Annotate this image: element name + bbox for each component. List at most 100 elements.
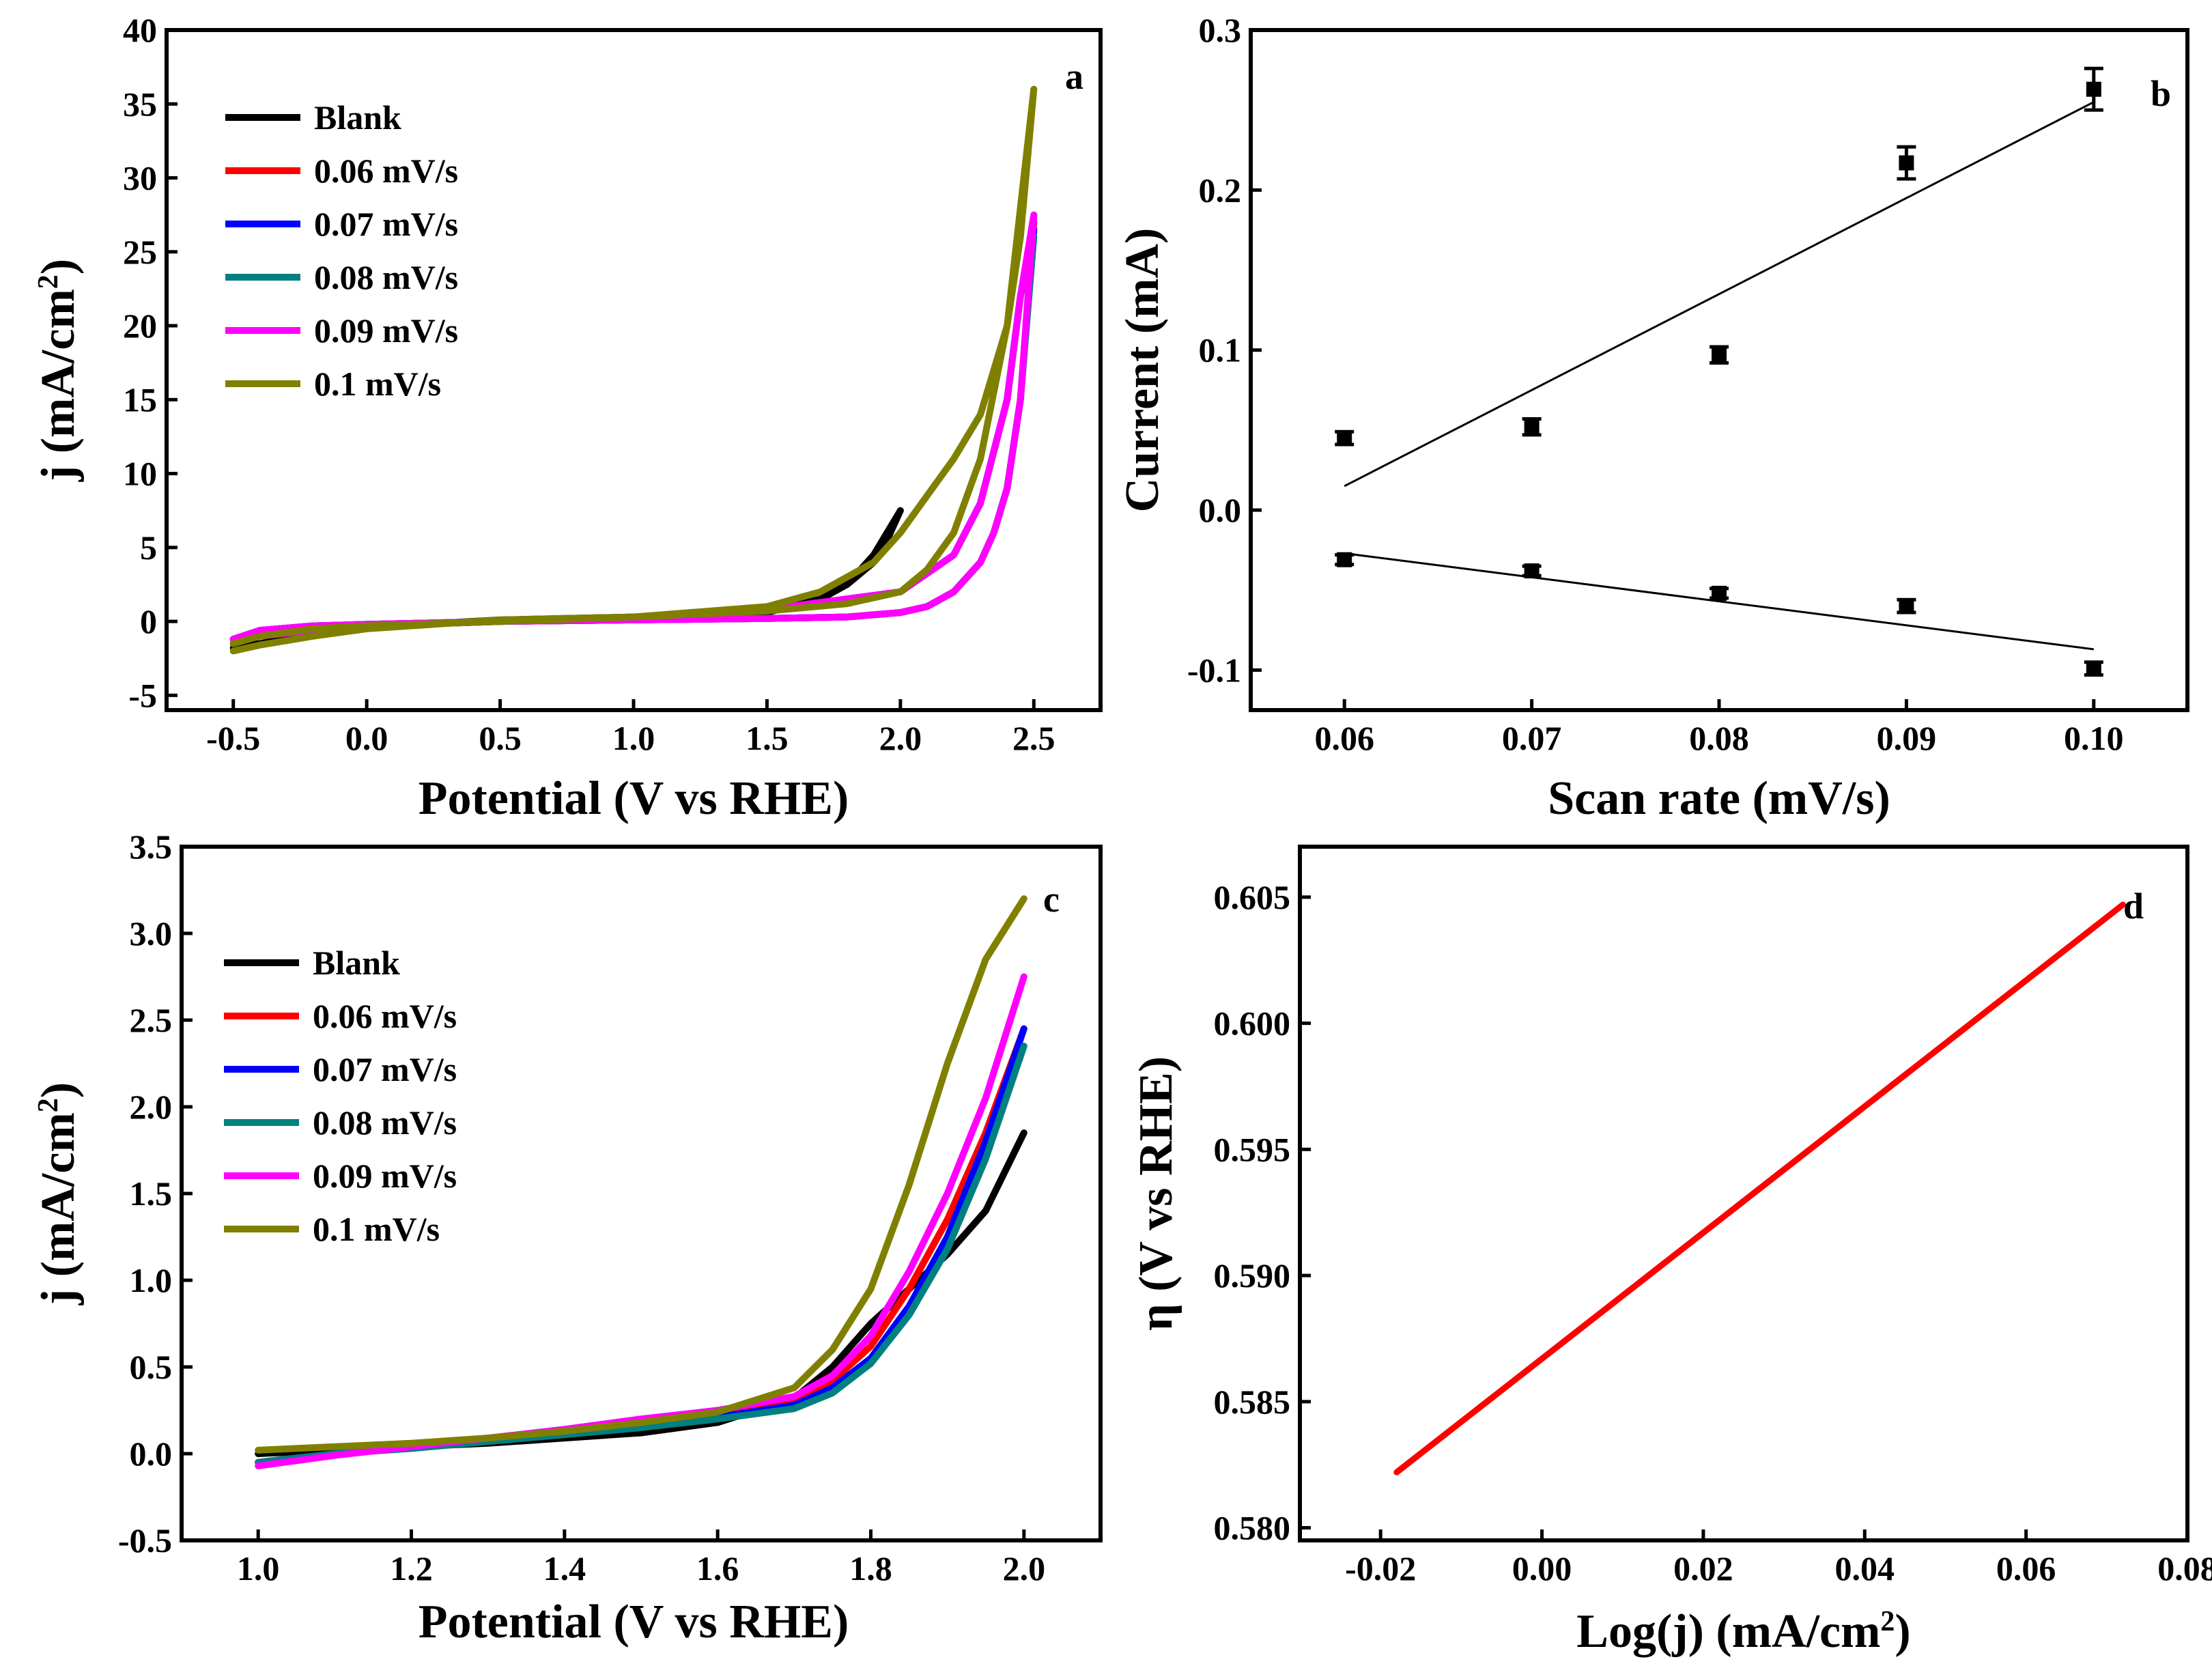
panel-d-x-tick-label: 0.00: [1512, 1549, 1572, 1588]
panel-a-legend-label: 0.1 mV/s: [314, 365, 441, 403]
panel-a-x-tick-label: 1.5: [746, 719, 789, 757]
panel-a-x-tick-label: 2.5: [1012, 719, 1055, 757]
panel-b-y-tick-label: 0.3: [1199, 11, 1242, 49]
panel-b-x-axis-label: Scan rate (mV/s): [1548, 772, 1890, 825]
panel-a-plot-area: -0.5 0.0 0.5 1.0 1.5 2.0 2.5 -5 0 5 10 15 20 25 30 35 40…: [123, 11, 1055, 757]
panel-a-label: a: [1065, 56, 1083, 97]
panel-a-y-tick-label: 35: [123, 85, 157, 123]
panel-b-data-point: [1524, 419, 1540, 435]
panel-b-x-tick-label: 0.06: [1314, 719, 1374, 757]
panel-b-x-tick-label: 0.08: [1689, 719, 1749, 757]
panel-a-frame: [165, 28, 1103, 712]
panel-a-y-axis-label-sup: 2: [33, 274, 64, 289]
panel-a-x-axis-label: Potential (V vs RHE): [419, 772, 849, 825]
panel-d-x-tick-label: 0.06: [1996, 1549, 2056, 1588]
panel-b-data-point: [1899, 598, 1914, 614]
panel-a-x-tick-label: 1.0: [612, 719, 655, 757]
panel-b-x-tick-label: 0.07: [1502, 719, 1562, 757]
panel-c-x-tick-label: 1.0: [237, 1549, 280, 1588]
panel-b-y-tick-label: 0.2: [1199, 171, 1242, 209]
panel-a: -0.5 0.0 0.5 1.0 1.5 2.0 2.5 -5 0 5 10 15 20 25 30 35 40…: [32, 11, 1103, 825]
panel-c-legend-label: 0.09 mV/s: [313, 1157, 457, 1195]
panel-a-legend-label: 0.07 mV/s: [314, 205, 458, 243]
panel-c: 1.0 1.2 1.4 1.6 1.8 2.0 -0.5 0.0 0.5 1.0 1.5 2.0 2.5…: [32, 828, 1103, 1648]
panel-c-x-tick-label: 2.0: [1003, 1549, 1046, 1588]
panel-d: -0.02 0.00 0.02 0.04 0.06 0.08 0.580 0.585 0.590…: [1130, 845, 2212, 1658]
panel-c-x-tick-label: 1.4: [543, 1549, 586, 1588]
panel-c-y-axis-label-close: ): [32, 1082, 85, 1098]
panel-c-y-tick-label: -0.5: [118, 1521, 172, 1560]
panel-a-y-tick-label: 40: [123, 11, 157, 49]
panel-a-y-tick-label: 10: [123, 455, 157, 493]
panel-c-series-line: [255, 895, 1027, 1454]
panel-a-y-tick-label: -5: [128, 676, 157, 714]
panel-a-y-axis-label: j (mA/cm2): [32, 259, 85, 482]
panel-d-x-axis-label: Log(j) (mA/cm2): [1576, 1605, 1910, 1658]
panel-d-x-tick-label: 0.04: [1835, 1549, 1895, 1588]
panel-c-y-axis-label-sup: 2: [33, 1098, 64, 1112]
panel-c-x-tick-label: 1.6: [696, 1549, 739, 1588]
panel-b-data-point: [2086, 81, 2101, 97]
panel-d-x-axis-label-sup: 2: [1880, 1606, 1895, 1637]
panel-b-plot-area: 0.06 0.07 0.08 0.09 0.10 -0.1 0.0 0.1 0.2 0.3: [1187, 11, 2124, 757]
panel-b-label: b: [2151, 73, 2171, 114]
panel-a-y-tick-label: 15: [123, 380, 157, 419]
panel-b-data-point: [1524, 563, 1540, 579]
panel-d-frame: [1298, 845, 2189, 1542]
panel-a-y-tick-label: 30: [123, 159, 157, 197]
panel-d-y-tick-label: 0.585: [1214, 1383, 1291, 1421]
panel-a-x-tick-label: -0.5: [206, 719, 260, 757]
panel-c-y-tick-label: 1.0: [130, 1261, 173, 1299]
panel-a-legend-label: Blank: [314, 98, 401, 137]
panel-c-y-tick-label: 1.5: [130, 1174, 173, 1213]
panel-b-y-tick-label: 0.0: [1199, 491, 1242, 529]
panel-d-x-tick-label: 0.02: [1673, 1549, 1733, 1588]
panel-b-data-point: [1337, 430, 1352, 446]
panel-b-x-tick-label: 0.10: [2064, 719, 2124, 757]
panel-b: 0.06 0.07 0.08 0.09 0.10 -0.1 0.0 0.1 0.2 0.3 b S…: [1116, 11, 2189, 825]
panel-c-y-axis-label: j (mA/cm2): [32, 1082, 85, 1306]
panel-c-legend-label: 0.08 mV/s: [313, 1103, 457, 1142]
panel-b-fit-line: [1344, 101, 2095, 488]
panel-a-legend-label: 0.09 mV/s: [314, 311, 458, 350]
panel-a-y-tick-label: 5: [140, 528, 157, 567]
panel-c-x-axis-label: Potential (V vs RHE): [419, 1596, 849, 1648]
panel-c-y-tick-label: 3.5: [130, 828, 173, 866]
panel-c-y-tick-label: 3.0: [130, 914, 173, 953]
panel-d-x-tick-label: -0.02: [1345, 1549, 1416, 1588]
panel-a-y-tick-label: 20: [123, 307, 157, 345]
panel-a-y-tick-label: 25: [123, 233, 157, 271]
panel-d-y-tick-label: 0.590: [1214, 1256, 1291, 1295]
panel-a-legend-label: 0.08 mV/s: [314, 258, 458, 296]
panel-d-series-line: [1393, 901, 2126, 1476]
panel-c-label: c: [1043, 879, 1060, 920]
panel-b-data-point: [2086, 661, 2101, 677]
panel-c-legend-label: 0.06 mV/s: [313, 997, 457, 1035]
panel-d-y-tick-label: 0.580: [1214, 1509, 1291, 1547]
panel-d-plot-area: -0.02 0.00 0.02 0.04 0.06 0.08 0.580 0.585 0.590…: [1214, 878, 2212, 1588]
panel-c-legend-label: Blank: [313, 944, 400, 982]
panel-b-y-axis-label: Current (mA): [1116, 228, 1169, 513]
panel-d-x-tick-label: 0.08: [2157, 1549, 2212, 1588]
panel-a-x-tick-label: 0.5: [479, 719, 522, 757]
panel-a-series-line: [229, 85, 1038, 655]
panel-b-y-tick-label: 0.1: [1199, 331, 1242, 369]
panel-c-y-tick-label: 0.0: [130, 1435, 173, 1473]
panel-d-x-axis-label-main: Log(j) (mA/cm: [1576, 1605, 1880, 1658]
panel-a-y-axis-label-main: j (mA/cm: [32, 289, 85, 482]
panel-d-x-axis-label-close: ): [1895, 1605, 1910, 1658]
panel-b-data-point: [1712, 347, 1727, 363]
panel-c-x-tick-label: 1.2: [390, 1549, 433, 1588]
panel-d-y-tick-label: 0.600: [1214, 1004, 1291, 1043]
panel-a-x-tick-label: 2.0: [879, 719, 922, 757]
panel-a-y-tick-label: 0: [140, 602, 157, 640]
panel-d-label: d: [2123, 886, 2144, 927]
panel-d-y-axis-label: η (V vs RHE): [1130, 1056, 1182, 1331]
panel-b-frame: [1249, 28, 2189, 712]
panel-a-legend-label: 0.06 mV/s: [314, 152, 458, 190]
panel-c-legend-label: 0.07 mV/s: [313, 1050, 457, 1088]
panel-b-fit-line: [1344, 552, 2094, 651]
panel-b-data-point: [1337, 552, 1352, 567]
panel-c-legend-label: 0.1 mV/s: [313, 1210, 440, 1248]
